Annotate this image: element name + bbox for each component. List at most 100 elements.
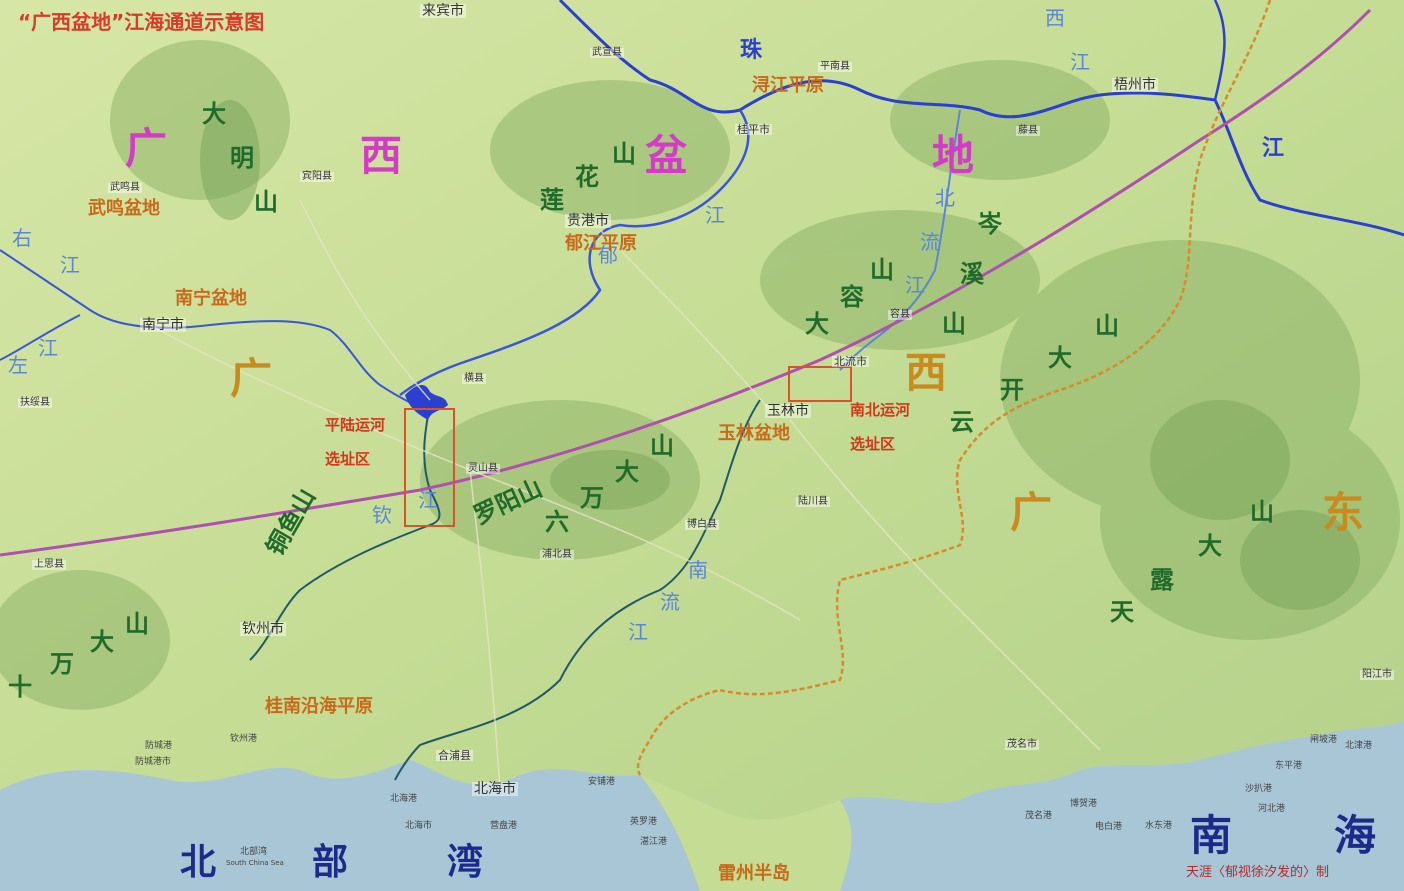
port-label: 水东港 — [1145, 821, 1173, 831]
sea-beibu-2: 部 — [312, 842, 349, 883]
mtn-tianlu-4: 山 — [1250, 498, 1274, 526]
mtn-liuwan-3: 大 — [615, 458, 639, 486]
city-nanning: 南宁市 — [140, 317, 186, 333]
mtn-ecircle-1: 岑 — [978, 210, 1002, 238]
mtn-lianhua-2: 花 — [575, 163, 599, 191]
railway-line — [0, 8, 1372, 557]
city-hengxian: 横县 — [462, 373, 486, 384]
river-jiang-east: 江 — [1262, 136, 1285, 161]
city-maoming: 茂名市 — [1005, 739, 1039, 750]
mtn-lianhua-1: 莲 — [540, 186, 564, 214]
river-zhu: 珠 — [740, 38, 763, 63]
city-pubei: 浦北县 — [540, 549, 574, 560]
city-wuzhou: 梧州市 — [1112, 77, 1158, 93]
plain-yulin: 玉林盆地 — [718, 423, 790, 444]
mtn-yunkai-4: 山 — [1095, 312, 1119, 340]
river-you-1: 右 — [12, 226, 32, 250]
region-di: 地 — [932, 131, 975, 180]
city-guigang: 贵港市 — [565, 213, 611, 229]
canal-pinglu-site: 选址区 — [325, 450, 371, 468]
city-hepu: 合浦县 — [436, 749, 473, 762]
mtn-tianlu-1: 天 — [1110, 598, 1134, 626]
river-qin-1: 钦 — [372, 503, 392, 527]
plain-wuming: 武鸣盆地 — [88, 198, 160, 219]
city-fusui: 扶绥县 — [18, 397, 52, 408]
city-lingshan: 灵山县 — [466, 463, 500, 474]
port-label: 北部湾 — [240, 847, 268, 857]
port-label: South China Sea — [226, 859, 284, 867]
mtn-shiwan-4: 山 — [125, 610, 149, 638]
mtn-shiwan-2: 万 — [50, 650, 74, 678]
plain-guinan: 桂南沿海平原 — [265, 696, 373, 717]
river-beiliu-3: 江 — [905, 273, 925, 297]
sea-nanhai-2: 海 — [1334, 811, 1377, 860]
mtn-yunkai-2: 开 — [1000, 376, 1024, 404]
city-rongxian: 容县 — [888, 309, 912, 320]
river-you-2: 江 — [60, 253, 80, 277]
plain-xunjiang: 浔江平原 — [752, 75, 824, 96]
port-label: 茂名港 — [1025, 811, 1053, 821]
city-wuxuan: 武宣县 — [590, 47, 624, 58]
port-label: 营盘港 — [490, 821, 518, 831]
mtn-shiwan-3: 大 — [90, 628, 114, 656]
region-guangdong-1: 广 — [1010, 488, 1053, 537]
city-laibin: 来宾市 — [420, 3, 466, 19]
pinglu-canal-box — [404, 408, 455, 527]
mtn-darong-3: 山 — [870, 256, 894, 284]
region-xi-2: 西 — [905, 348, 948, 397]
mtn-daming-3: 山 — [254, 188, 278, 216]
city-beihai: 北海市 — [472, 781, 518, 797]
sea-beibu-1: 北 — [180, 842, 217, 883]
roads — [149, 199, 1101, 791]
mtn-liuwan-1: 六 — [545, 508, 569, 536]
province-border — [636, 0, 1272, 776]
river-yu-2: 江 — [705, 203, 725, 227]
mtn-shiwan-1: 十 — [8, 673, 32, 701]
port-label: 防城港 — [145, 741, 173, 751]
terrain-dark — [200, 100, 1360, 610]
sea-nanhai-1: 南 — [1190, 811, 1233, 860]
region-guangdong-2: 东 — [1322, 488, 1365, 537]
river-beiliu-1: 北 — [935, 186, 955, 210]
city-pingnan: 平南县 — [818, 61, 852, 72]
reservoir — [405, 384, 448, 420]
mtn-yunkai-3: 大 — [1048, 344, 1072, 372]
port-label: 沙扒港 — [1245, 784, 1273, 794]
plain-nanning: 南宁盆地 — [175, 288, 247, 309]
port-label: 博贺港 — [1070, 799, 1098, 809]
region-pen: 盆 — [645, 131, 688, 180]
river-yu-1: 郁 — [598, 243, 618, 267]
mtn-yunkai-1: 云 — [950, 408, 974, 436]
mtn-liuwan-4: 山 — [650, 432, 674, 460]
city-shangsi: 上思县 — [32, 559, 66, 570]
river-qin-2: 江 — [418, 488, 438, 512]
plain-yujiang: 郁江平原 — [565, 233, 637, 254]
city-yulin: 玉林市 — [765, 403, 811, 419]
mtn-daming-2: 明 — [230, 144, 254, 172]
sea-beibu-3: 湾 — [447, 842, 484, 883]
city-yangjiang: 阳江市 — [1360, 669, 1394, 680]
river-nanliu-3: 江 — [628, 620, 648, 644]
rivers — [0, 0, 1404, 781]
map-title: “广西盆地”江海通道示意图 — [18, 10, 265, 34]
river-nanliu-2: 流 — [660, 590, 680, 614]
mtn-ecircle-3: 山 — [942, 310, 966, 338]
port-label: 钦州港 — [230, 734, 258, 744]
mtn-daming-1: 大 — [202, 100, 226, 128]
river-nanliu-1: 南 — [688, 558, 708, 582]
city-binyang: 宾阳县 — [300, 171, 334, 182]
mtn-ecircle-2: 溪 — [960, 260, 984, 288]
mtn-darong-2: 容 — [840, 283, 864, 311]
port-label: 湛江港 — [640, 837, 668, 847]
mtn-liuwan-2: 万 — [580, 484, 604, 512]
river-xi-1: 西 — [1045, 6, 1065, 30]
city-wuming: 武鸣县 — [108, 182, 142, 193]
port-label: 北海港 — [390, 794, 418, 804]
region-guang-1: 广 — [125, 124, 168, 173]
city-beiliu: 北流市 — [832, 355, 869, 368]
river-beiliu-2: 流 — [920, 230, 940, 254]
port-label: 防城港市 — [135, 757, 172, 767]
river-zuo-1: 左 — [8, 353, 28, 377]
region-xi-1: 西 — [360, 131, 403, 180]
